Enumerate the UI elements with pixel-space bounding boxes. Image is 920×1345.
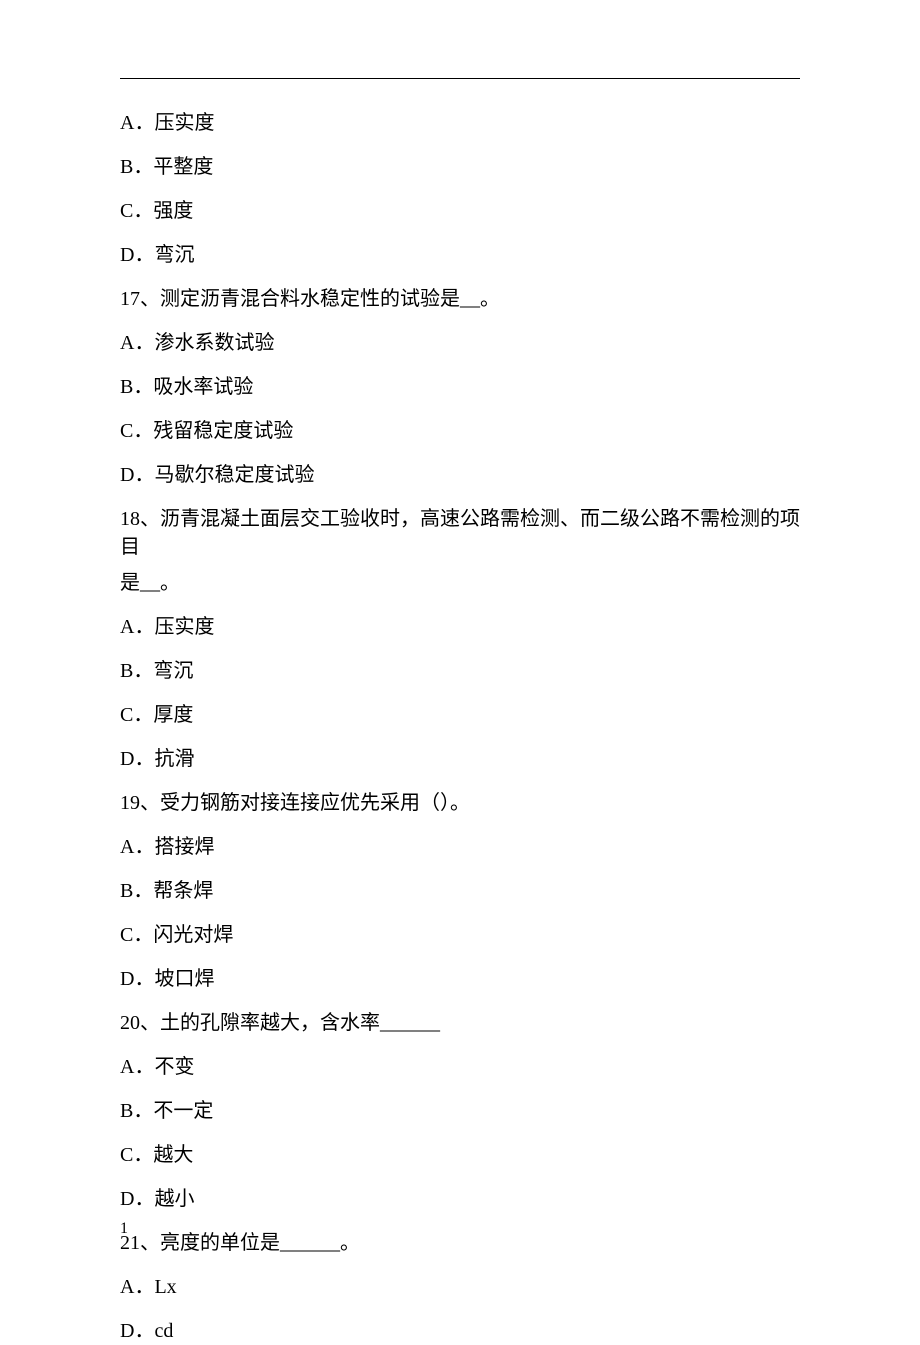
- q21-option-a: A．Lx: [120, 1273, 800, 1301]
- q18-stem-line1: 18、沥青混凝土面层交工验收时，高速公路需检测、而二级公路不需检测的项目: [120, 505, 800, 561]
- q20-option-b: B．不一定: [120, 1097, 800, 1125]
- q20-stem: 20、土的孔隙率越大，含水率______: [120, 1009, 800, 1037]
- q19-stem: 19、受力钢筋对接连接应优先采用（）。: [120, 789, 800, 817]
- q18-stem-line2: 是__。: [120, 569, 800, 597]
- q16-option-a: A．压实度: [120, 109, 800, 137]
- q17-option-d: D．马歇尔稳定度试验: [120, 461, 800, 489]
- page: A．压实度 B．平整度 C．强度 D．弯沉 17、测定沥青混合料水稳定性的试验是…: [0, 0, 920, 1302]
- q21-option-d: D．cd: [120, 1317, 800, 1345]
- q19-option-c: C．闪光对焊: [120, 921, 800, 949]
- q20-option-a: A．不变: [120, 1053, 800, 1081]
- q16-option-b: B．平整度: [120, 153, 800, 181]
- q18-option-c: C．厚度: [120, 701, 800, 729]
- q20-option-c: C．越大: [120, 1141, 800, 1169]
- q20-option-d: D．越小: [120, 1185, 800, 1213]
- q18-option-b: B．弯沉: [120, 657, 800, 685]
- q17-option-b: B．吸水率试验: [120, 373, 800, 401]
- q19-option-d: D．坡口焊: [120, 965, 800, 993]
- q17-option-c: C．残留稳定度试验: [120, 417, 800, 445]
- q17-stem: 17、测定沥青混合料水稳定性的试验是__。: [120, 285, 800, 313]
- q21-stem: 21、亮度的单位是______。: [120, 1229, 800, 1257]
- q18-option-d: D．抗滑: [120, 745, 800, 773]
- q17-option-a: A．渗水系数试验: [120, 329, 800, 357]
- top-rule: [120, 78, 800, 79]
- q19-option-b: B．帮条焊: [120, 877, 800, 905]
- page-number: 1: [120, 1220, 128, 1238]
- q19-option-a: A．搭接焊: [120, 833, 800, 861]
- q18-option-a: A．压实度: [120, 613, 800, 641]
- q16-option-c: C．强度: [120, 197, 800, 225]
- q16-option-d: D．弯沉: [120, 241, 800, 269]
